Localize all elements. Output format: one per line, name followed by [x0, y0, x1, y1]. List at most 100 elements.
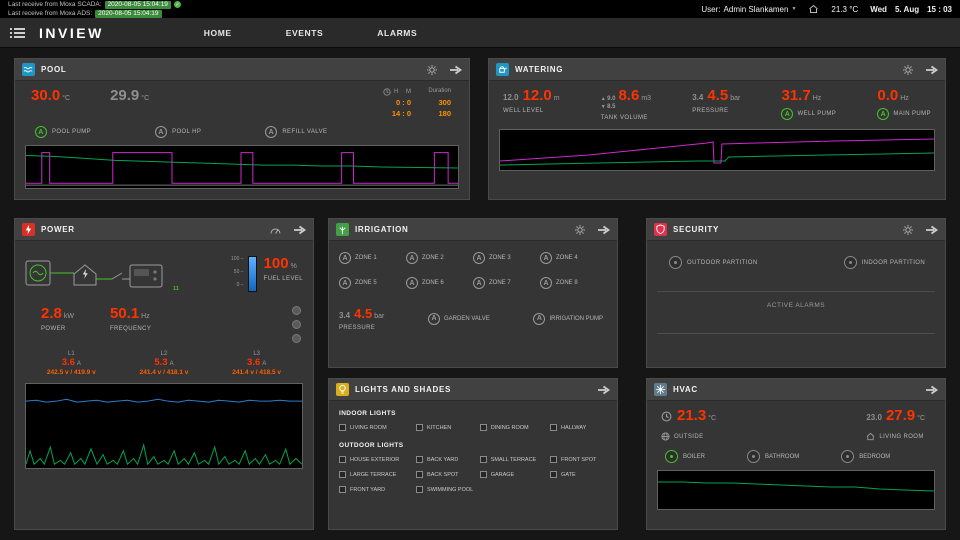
pool-trend-chart [25, 145, 459, 189]
user-menu[interactable]: User: Admin Slankamen ▼ [701, 5, 796, 14]
zone-1[interactable]: ZONE 1 [339, 252, 406, 264]
zone-8[interactable]: ZONE 8 [540, 277, 607, 289]
phase-l2: L2 5.3 A 241.4 v / 418.1 v [139, 351, 189, 376]
hvac-temps: 21.3 °C OUTSIDE 23.0 27.9 °C LIVING ROOM [657, 408, 935, 441]
open-panel-arrow-icon[interactable] [293, 225, 306, 235]
security-body: OUTDOOR PARTITION INDOOR PARTITION ACTIV… [647, 241, 945, 341]
light-house-exterior[interactable]: HOUSE EXTERIOR [339, 456, 416, 463]
checkbox[interactable] [416, 424, 424, 431]
boiler[interactable]: BOILER [665, 450, 705, 463]
open-panel-arrow-icon[interactable] [597, 225, 610, 235]
light-small-terrace[interactable]: SMALL TERRACE [479, 456, 550, 463]
tank-min: 8.5 [601, 104, 615, 112]
nav-item-home[interactable]: HOME [203, 27, 232, 38]
bathroom[interactable]: BATHROOM [747, 450, 799, 463]
gear-icon[interactable] [426, 64, 438, 76]
checkbox[interactable] [479, 424, 487, 431]
pool-readings: 30.0 °C 29.9 °C H M Duration [25, 88, 459, 119]
power-mid-stats: 2.8 kW POWER 50.1 Hz FREQUENCY [41, 306, 303, 343]
checkbox[interactable] [550, 424, 558, 431]
well-pump-stat: 31.7Hz WELL PUMP [781, 88, 836, 120]
well-pump-label[interactable]: WELL PUMP [781, 108, 836, 120]
irrigation-pump[interactable]: IRRIGATION PUMP [533, 312, 603, 325]
checkbox[interactable] [550, 471, 558, 478]
open-panel-arrow-icon[interactable] [925, 225, 938, 235]
light-swimming-pool[interactable]: SWIMMING POOL [416, 486, 480, 493]
indoor-partition[interactable]: INDOOR PARTITION [843, 256, 926, 269]
zone-7[interactable]: ZONE 7 [473, 277, 540, 289]
phase-l3: L3 3.6 A 241.4 v / 418.5 v [232, 351, 282, 376]
user-name: Admin Slankamen [723, 4, 789, 14]
status-indicator[interactable] [292, 334, 301, 343]
light-back-spot[interactable]: BACK SPOT [416, 471, 480, 478]
hvac-outside-value: 21.3 [677, 407, 707, 424]
irrigation-icon [336, 223, 349, 236]
garden-valve[interactable]: GARDEN VALVE [427, 312, 490, 325]
status-indicator[interactable] [292, 306, 301, 315]
checkbox[interactable] [339, 456, 346, 463]
power-flow-diagram: 11 100 50 0 100% FUEL LEVEL [25, 248, 303, 300]
checkbox[interactable] [339, 424, 346, 431]
checkbox[interactable] [416, 471, 424, 478]
light-gate[interactable]: GATE [550, 471, 607, 478]
light-front-yard[interactable]: FRONT YARD [339, 486, 416, 493]
gear-icon[interactable] [574, 224, 586, 236]
main-pump-stat: 0.0Hz MAIN PUMP [877, 88, 931, 120]
checkbox[interactable] [479, 471, 487, 478]
light-large-terrace[interactable]: LARGE TERRACE [339, 471, 416, 478]
chevron-down-icon: ▼ [791, 6, 797, 12]
refill-valve[interactable]: REFILL VALVE [265, 126, 327, 138]
watering-trend-chart [499, 129, 935, 171]
zone-5[interactable]: ZONE 5 [339, 277, 406, 289]
pool-pump[interactable]: POOL PUMP [35, 126, 91, 138]
outdoor-partition[interactable]: OUTDOOR PARTITION [669, 256, 758, 269]
auto-mode-icon [540, 252, 552, 264]
pool-hp[interactable]: POOL HP [155, 126, 201, 138]
light-kitchen[interactable]: KITCHEN [416, 424, 480, 431]
watering-chart-line-green [500, 153, 934, 165]
fuel-level-bar [247, 256, 257, 292]
irrigation-panel-header: IRRIGATION [329, 219, 617, 241]
light-garage[interactable]: GARAGE [479, 471, 550, 478]
nav-menu: HOME EVENTS ALARMS [204, 28, 417, 38]
checkbox[interactable] [339, 471, 346, 478]
checkbox[interactable] [416, 486, 424, 493]
status-indicators [292, 306, 301, 343]
tank-volume-label: TANK VOLUME [600, 115, 648, 121]
gear-icon[interactable] [902, 64, 914, 76]
bedroom[interactable]: BEDROOM [841, 450, 890, 463]
light-living-room[interactable]: LIVING ROOM [339, 424, 416, 431]
zone-2[interactable]: ZONE 2 [406, 252, 473, 264]
zone-6[interactable]: ZONE 6 [406, 277, 473, 289]
light-front-spot[interactable]: FRONT SPOT [550, 456, 607, 463]
gauge-icon[interactable] [269, 225, 282, 235]
clock-time: 15 : 03 [927, 4, 952, 14]
main-pump-label[interactable]: MAIN PUMP [877, 108, 931, 120]
open-panel-arrow-icon[interactable] [925, 65, 938, 75]
house-icon [866, 432, 875, 441]
light-dining-room[interactable]: DINING ROOM [479, 424, 550, 431]
checkbox[interactable] [339, 486, 346, 493]
power-title: POWER [41, 225, 75, 234]
checkbox[interactable] [479, 456, 487, 463]
menu-icon[interactable] [10, 27, 25, 39]
zone-3[interactable]: ZONE 3 [473, 252, 540, 264]
pool-temp-setpoint: 29.9 °C [110, 88, 149, 104]
open-panel-arrow-icon[interactable] [449, 65, 462, 75]
ads-status-row: Last receive from Moxa ADS: 2020-08-05 1… [8, 9, 181, 18]
light-back-yard[interactable]: BACK YARD [416, 456, 480, 463]
open-panel-arrow-icon[interactable] [925, 385, 938, 395]
checkbox[interactable] [416, 456, 424, 463]
gear-icon[interactable] [902, 224, 914, 236]
nav-item-events[interactable]: EVENTS [285, 27, 324, 38]
nav-item-alarms[interactable]: ALARMS [377, 27, 418, 38]
well-prev: 12.0 [503, 93, 519, 102]
open-panel-arrow-icon[interactable] [597, 385, 610, 395]
timer-duration-header: Duration [428, 88, 451, 94]
light-hallway[interactable]: HALLWAY [550, 424, 607, 431]
security-title: SECURITY [673, 225, 720, 234]
checkbox[interactable] [550, 456, 558, 463]
status-indicator[interactable] [292, 320, 301, 329]
zone-4[interactable]: ZONE 4 [540, 252, 607, 264]
lights-body: INDOOR LIGHTS LIVING ROOM KITCHEN DINING… [329, 401, 617, 511]
